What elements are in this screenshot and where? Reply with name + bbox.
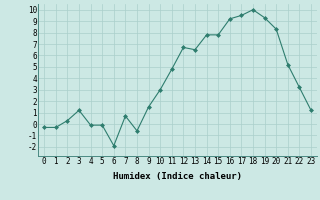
X-axis label: Humidex (Indice chaleur): Humidex (Indice chaleur) [113,172,242,181]
